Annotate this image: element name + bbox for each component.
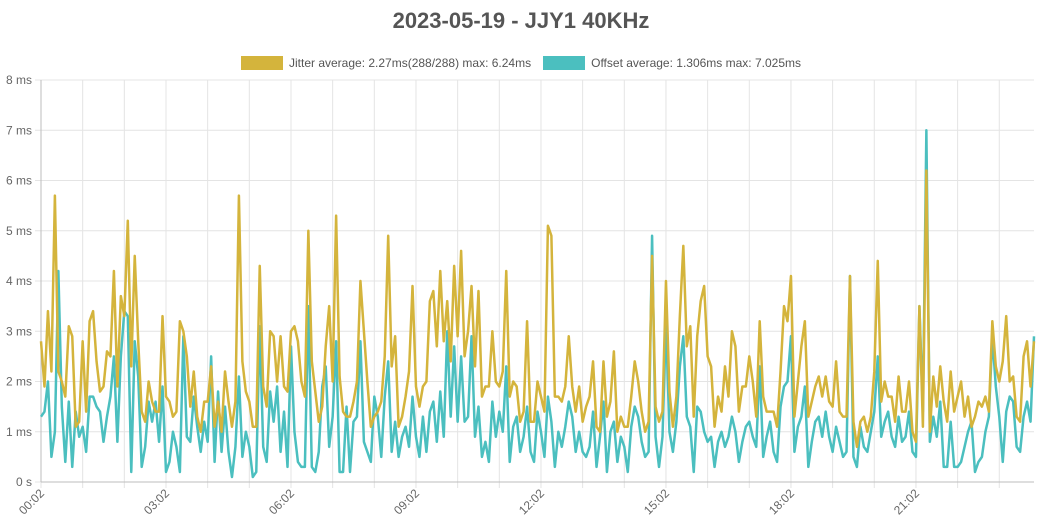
- legend-item-offset[interactable]: Offset average: 1.306ms max: 7.025ms: [543, 56, 801, 70]
- chart-legend: Jitter average: 2.27ms(288/288) max: 6.2…: [0, 56, 1042, 70]
- legend-label-jitter: Jitter average: 2.27ms(288/288) max: 6.2…: [288, 56, 532, 70]
- y-tick-label: 8 ms: [6, 73, 32, 87]
- chart-title: 2023-05-19 - JJY1 40KHz: [392, 8, 650, 33]
- y-tick-label: 0 s: [16, 475, 32, 489]
- series-line-jitter: [39, 169, 1036, 449]
- x-tick-label: 18:02: [766, 486, 797, 517]
- y-tick-label: 1 ms: [6, 425, 32, 439]
- y-tick-label: 5 ms: [6, 224, 32, 238]
- y-tick-label: 6 ms: [6, 174, 32, 188]
- y-tick-label: 2 ms: [6, 375, 32, 389]
- x-tick-label: 00:02: [16, 486, 47, 517]
- y-tick-label: 7 ms: [6, 123, 32, 137]
- x-tick-label: 03:02: [141, 486, 172, 517]
- legend-item-jitter[interactable]: Jitter average: 2.27ms(288/288) max: 6.2…: [240, 56, 532, 70]
- legend-label-offset: Offset average: 1.306ms max: 7.025ms: [591, 56, 801, 70]
- y-tick-label: 3 ms: [6, 324, 32, 338]
- x-tick-label: 15:02: [641, 486, 672, 517]
- legend-swatch-offset: [543, 56, 586, 70]
- x-tick-label: 09:02: [391, 486, 422, 517]
- series-line-offset: [39, 129, 1036, 479]
- x-tick-label: 06:02: [266, 486, 297, 517]
- y-tick-label: 4 ms: [6, 274, 32, 288]
- legend-swatch-jitter: [240, 56, 283, 70]
- x-tick-label: 12:02: [516, 486, 547, 517]
- x-tick-label: 21:02: [891, 486, 922, 517]
